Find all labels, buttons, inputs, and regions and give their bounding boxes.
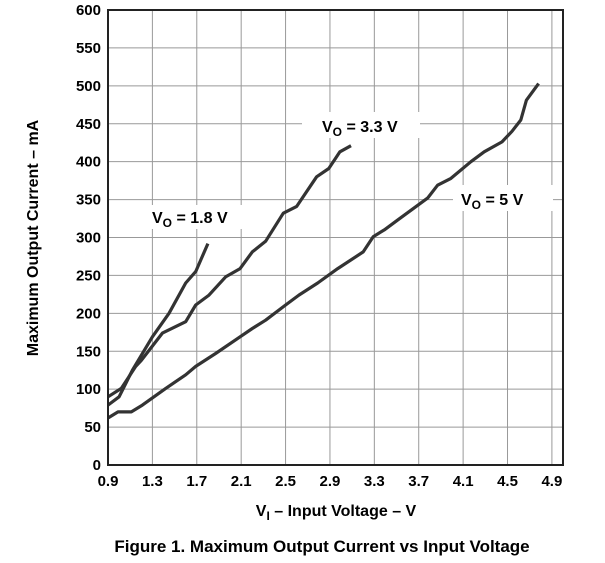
x-tick-label: 3.7 bbox=[408, 473, 429, 490]
series-line-vo-3-3-v bbox=[107, 144, 352, 399]
x-axis-label: VI – Input Voltage – V bbox=[256, 503, 417, 523]
y-tick-label: 250 bbox=[76, 267, 101, 284]
y-tick-label: 500 bbox=[76, 78, 101, 95]
series-line-vo-5-v bbox=[107, 82, 540, 420]
y-tick-labels: 0 50 100 150 200 250 300 350 400 450 500 550 600 bbox=[76, 2, 101, 474]
y-tick-label: 550 bbox=[76, 40, 101, 57]
y-tick-label: 100 bbox=[76, 381, 101, 398]
svg-text:VO = 5 V: VO = 5 V bbox=[461, 192, 524, 212]
y-tick-label: 200 bbox=[76, 305, 101, 322]
y-tick-label: 300 bbox=[76, 230, 101, 247]
x-tick-label: 4.5 bbox=[497, 473, 518, 490]
y-tick-label: 600 bbox=[76, 2, 101, 19]
x-tick-label: 1.7 bbox=[186, 473, 207, 490]
y-tick-label: 0 bbox=[93, 457, 101, 474]
y-tick-label: 350 bbox=[76, 192, 101, 209]
y-tick-label: 50 bbox=[84, 419, 101, 436]
series-label-1-8v: VO = 1.8 V bbox=[148, 205, 242, 230]
x-tick-label: 4.1 bbox=[453, 473, 474, 490]
x-tick-label: 1.3 bbox=[142, 473, 163, 490]
svg-text:VO = 1.8 V: VO = 1.8 V bbox=[152, 210, 228, 230]
x-tick-label: 2.9 bbox=[320, 473, 341, 490]
series-lines bbox=[107, 82, 540, 420]
x-tick-label: 2.1 bbox=[231, 473, 252, 490]
y-tick-label: 450 bbox=[76, 116, 101, 133]
svg-text:VO = 3.3 V: VO = 3.3 V bbox=[322, 119, 398, 139]
chart-title: Figure 1. Maximum Output Current vs Inpu… bbox=[114, 537, 529, 556]
x-tick-labels: 0.9 1.3 1.7 2.1 2.5 2.9 3.3 3.7 4.1 4.5 4.9 bbox=[98, 473, 563, 490]
x-tick-label: 3.3 bbox=[364, 473, 385, 490]
grid bbox=[107, 9, 563, 466]
series-line-vo-1-8-v bbox=[107, 242, 210, 407]
x-tick-label: 4.9 bbox=[541, 473, 562, 490]
series-label-3-3v: VO = 3.3 V bbox=[302, 112, 420, 139]
y-tick-label: 400 bbox=[76, 154, 101, 171]
x-tick-label: 2.5 bbox=[275, 473, 296, 490]
y-axis-label: Maximum Output Current – mA bbox=[25, 119, 42, 356]
series-label-5v: VO = 5 V bbox=[453, 185, 553, 212]
plot-frame bbox=[107, 9, 564, 466]
x-tick-label: 0.9 bbox=[98, 473, 119, 490]
y-tick-label: 150 bbox=[76, 343, 101, 360]
